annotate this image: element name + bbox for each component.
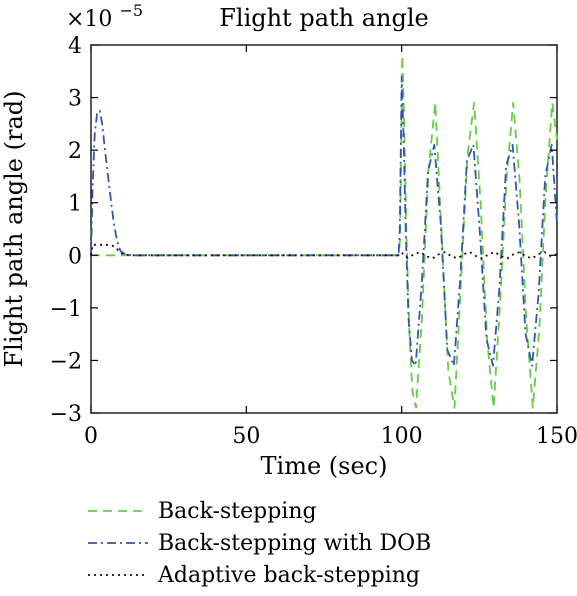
- y-multiplier-base: ×10: [66, 7, 112, 32]
- legend-label-1: Back-stepping with DOB: [158, 531, 431, 556]
- y-tick-label: −1: [50, 297, 82, 322]
- x-axis-title: Time (sec): [261, 452, 388, 480]
- y-tick-label: 0: [68, 244, 82, 269]
- legend: Back-stepping Back-stepping with DOB Adapt…: [88, 499, 431, 588]
- plot-area: [90, 44, 558, 414]
- y-tick-label: 4: [68, 34, 82, 59]
- chart-title: Flight path angle: [219, 4, 429, 32]
- series-line-2: [90, 243, 558, 260]
- y-tick-label: 2: [68, 139, 82, 164]
- y-multiplier: ×10 −5: [66, 1, 143, 32]
- series-layer: [90, 54, 558, 409]
- series-line-0: [91, 54, 558, 409]
- y-axis-title: Flight path angle (rad): [0, 90, 28, 367]
- x-tick-label: 50: [232, 424, 260, 449]
- legend-label-0: Back-stepping: [158, 499, 317, 524]
- legend-label-2: Adaptive back-stepping: [157, 563, 420, 588]
- y-tick-label: 3: [68, 87, 82, 112]
- y-tick-label: −2: [50, 349, 82, 374]
- y-tick-label: −3: [50, 402, 82, 427]
- y-tick-label: 1: [68, 192, 82, 217]
- x-tick-label: 0: [84, 424, 98, 449]
- ticks-layer: 0 50 100 150 −3 −2 −1 0 1 2 3 4: [50, 34, 577, 449]
- x-tick-label: 100: [381, 424, 423, 449]
- x-tick-label: 150: [536, 424, 577, 449]
- y-multiplier-exponent: −5: [119, 1, 143, 20]
